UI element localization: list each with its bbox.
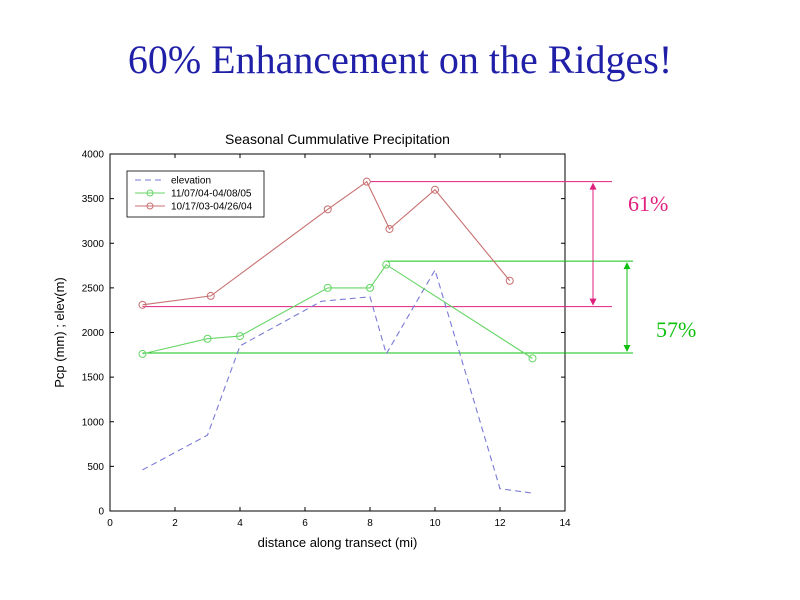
data-point [236, 332, 244, 341]
x-tick-label: 2 [172, 518, 178, 529]
series-3 [138, 177, 514, 309]
slide-title: 60% Enhancement on the Ridges! [127, 37, 673, 82]
data-point [206, 291, 215, 300]
legend-marker [146, 189, 154, 197]
legend: elevation 11/07/04-04/08/05 10/17/03-04/26… [126, 170, 265, 218]
legend-label: elevation [171, 176, 211, 187]
y-tick-label: 2500 [82, 283, 105, 294]
series-1 [142, 268, 533, 494]
legend-label: 11/07/04-04/08/05 [171, 189, 252, 200]
x-tick-label: 4 [237, 518, 243, 529]
data-point [382, 260, 391, 269]
y-tick-label: 3000 [82, 239, 105, 250]
legend-label: 10/17/03-04/26/04 [171, 202, 253, 213]
x-tick-label: 0 [107, 518, 113, 529]
x-axis-label: distance along transect (mi) [258, 535, 418, 550]
data-point [505, 276, 514, 285]
series-group [138, 177, 537, 494]
x-tick-label: 8 [367, 518, 373, 529]
x-tick-label: 10 [429, 518, 441, 529]
data-point [138, 349, 147, 358]
annotation-label: 57% [656, 317, 696, 342]
annotation-arrowhead-up [623, 262, 631, 270]
y-tick-label: 4000 [82, 150, 105, 161]
annotation-arrowhead-down [623, 345, 631, 353]
data-point [431, 185, 439, 194]
y-axis-label: Pcp (mm) ; elev(m) [52, 277, 67, 388]
data-point [528, 354, 537, 363]
series-line [142, 180, 511, 306]
x-tick-label: 14 [559, 518, 571, 529]
x-tick-label: 6 [302, 518, 308, 529]
series-line [142, 263, 533, 359]
chart-title: Seasonal Cummulative Precipitation [225, 131, 450, 147]
y-tick-label: 3500 [82, 194, 105, 205]
y-tick-label: 2000 [82, 328, 105, 339]
legend-marker [146, 202, 154, 210]
annotations: 61% 57% [142, 181, 696, 354]
x-tick-label: 12 [494, 518, 506, 529]
annotation-label: 61% [628, 191, 668, 216]
data-point [323, 283, 332, 292]
series-2 [138, 260, 537, 363]
data-point [203, 334, 212, 343]
data-point [366, 283, 374, 292]
data-point [385, 224, 394, 233]
y-tick-label: 1000 [82, 417, 105, 428]
axis-ticks: 0 2 4 6 8 10 12 14 0 500 1000 1500 2000 2500 3000 3500 4… [82, 150, 571, 530]
annotation-arrowhead-up [589, 182, 597, 190]
y-tick-label: 1500 [82, 373, 105, 384]
annotation-arrowhead-down [589, 298, 597, 306]
data-point [362, 177, 371, 186]
y-tick-label: 0 [98, 507, 104, 518]
y-tick-label: 500 [87, 462, 104, 473]
data-point [323, 205, 332, 214]
data-point [138, 300, 147, 309]
series-line [142, 268, 533, 494]
